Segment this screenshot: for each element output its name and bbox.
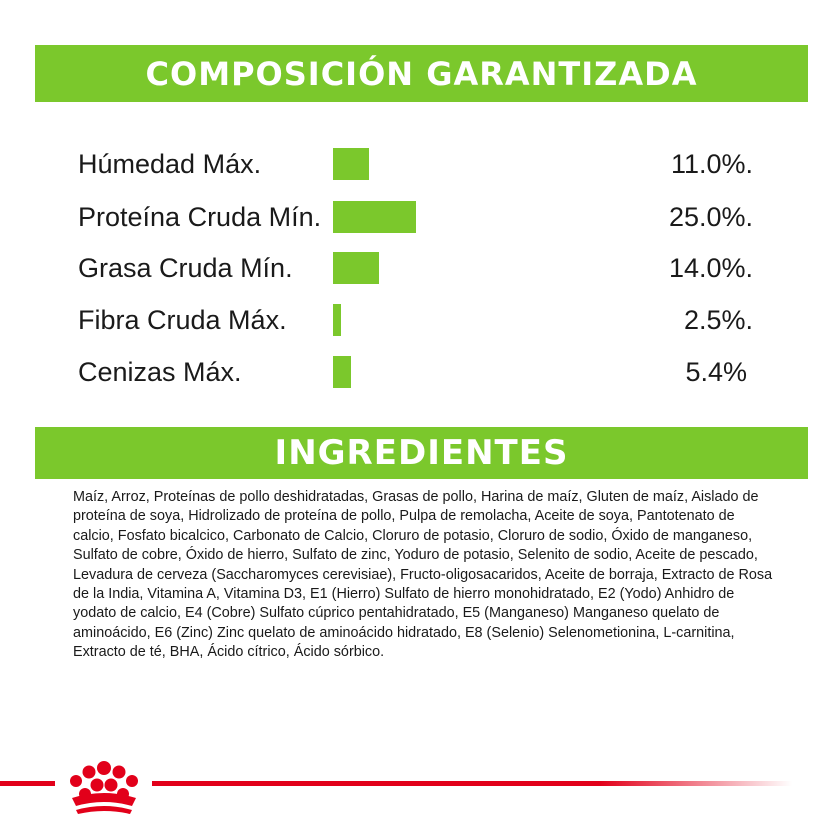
composition-row: Cenizas Máx. 5.4% (0, 352, 840, 392)
nutrient-label: Cenizas Máx. (78, 357, 242, 387)
nutrient-label: Proteína Cruda Mín. (78, 202, 322, 232)
nutrient-value: 14.0%. (668, 253, 753, 283)
nutrient-bar (333, 148, 370, 180)
composition-row: Proteína Cruda Mín. 25.0%. (0, 197, 840, 237)
footer-divider-left (0, 781, 55, 786)
footer-divider-right (152, 781, 792, 786)
nutrient-value: 25.0%. (668, 202, 753, 232)
composition-title-banner: COMPOSICIÓN GARANTIZADA (35, 45, 808, 102)
nutrient-label: Grasa Cruda Mín. (78, 253, 293, 283)
nutrient-bar (333, 356, 351, 388)
composition-title: COMPOSICIÓN GARANTIZADA (145, 54, 698, 93)
nutrient-label: Húmedad Máx. (78, 149, 262, 179)
nutrient-bar (333, 252, 380, 284)
nutrient-value: 2.5%. (683, 305, 753, 335)
ingredients-text: Maíz, Arroz, Proteínas de pollo deshidra… (73, 489, 773, 661)
ingredients-title: INGREDIENTES (274, 433, 569, 473)
ingredients-title-banner: INGREDIENTES (35, 427, 808, 479)
nutrient-label: Fibra Cruda Máx. (78, 305, 287, 335)
nutrient-value: 5.4% (685, 357, 747, 387)
royal-canin-crown-icon (70, 761, 138, 814)
composition-row: Húmedad Máx. 11.0%. (0, 144, 840, 184)
composition-row: Fibra Cruda Máx. 2.5%. (0, 300, 840, 340)
nutrient-bar (333, 201, 416, 233)
composition-row: Grasa Cruda Mín. 14.0%. (0, 248, 840, 288)
nutrient-bar (333, 304, 342, 336)
nutrient-value: 11.0%. (670, 149, 753, 179)
